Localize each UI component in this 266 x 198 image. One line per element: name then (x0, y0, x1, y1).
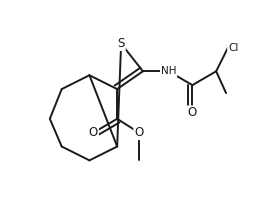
Text: NH: NH (161, 66, 176, 76)
Text: O: O (188, 106, 197, 119)
Text: O: O (134, 126, 144, 139)
Text: S: S (117, 37, 125, 50)
Text: Cl: Cl (228, 43, 238, 52)
Text: O: O (89, 126, 98, 139)
